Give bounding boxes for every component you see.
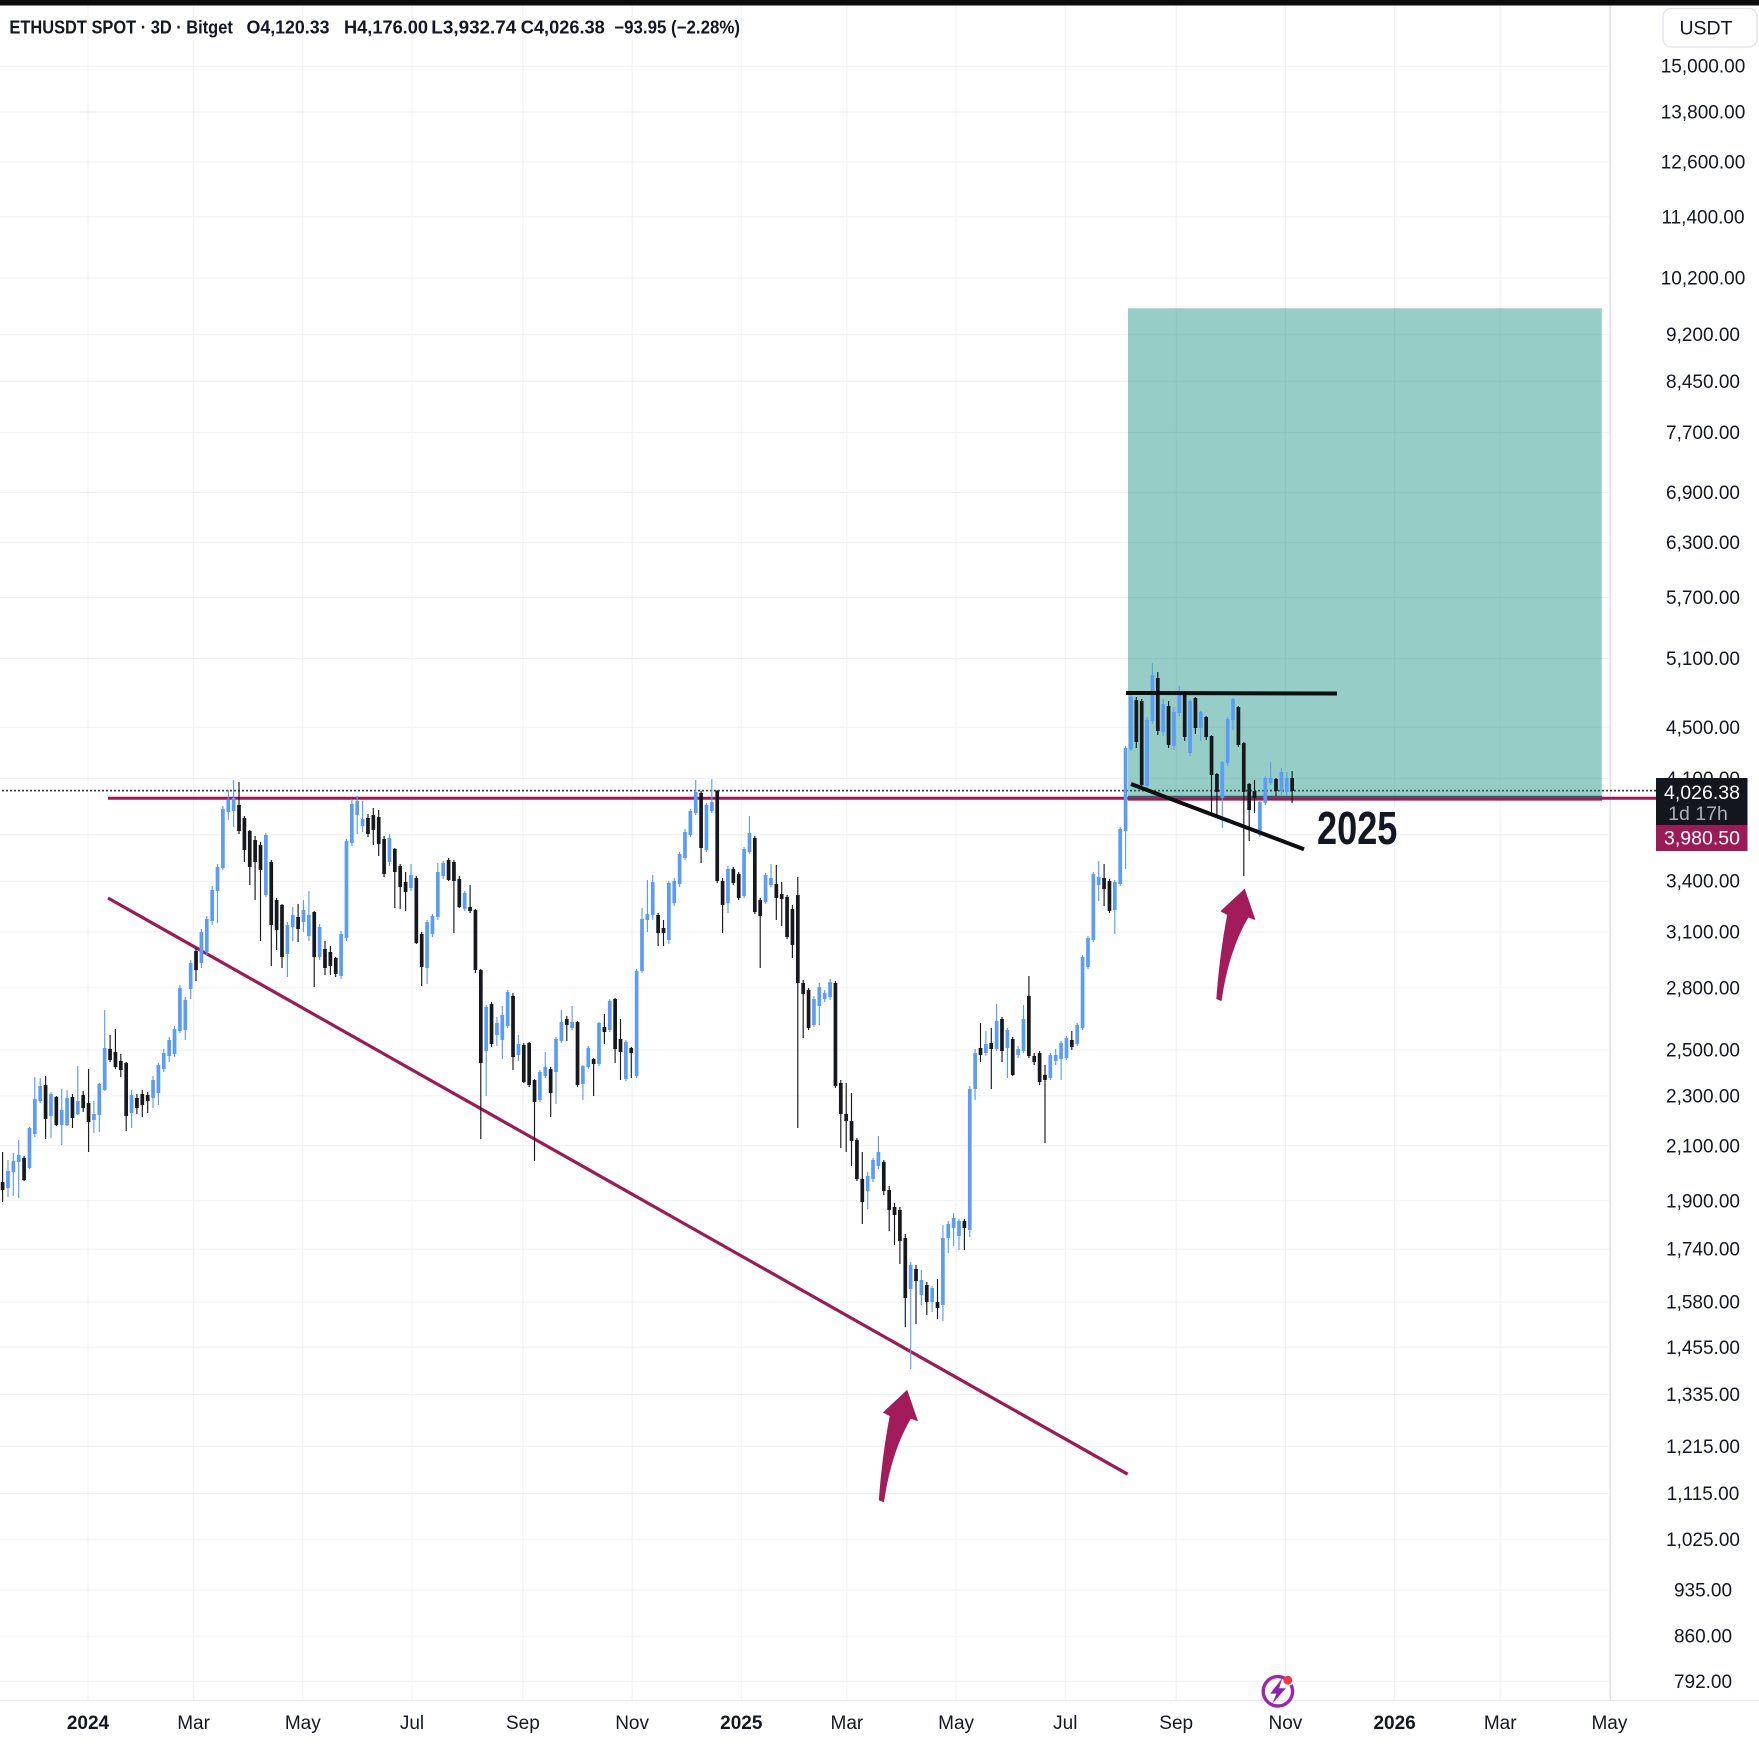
svg-text:Sep: Sep (1159, 1713, 1193, 1734)
svg-text:7,700.00: 7,700.00 (1666, 423, 1740, 444)
svg-text:2,500.00: 2,500.00 (1666, 1041, 1740, 1062)
svg-text:13,800.00: 13,800.00 (1661, 103, 1746, 124)
svg-text:1,335.00: 1,335.00 (1666, 1385, 1740, 1406)
svg-text:10,200.00: 10,200.00 (1661, 269, 1746, 290)
svg-text:Mar: Mar (177, 1713, 210, 1734)
svg-text:792.00: 792.00 (1674, 1672, 1732, 1693)
svg-text:15,000.00: 15,000.00 (1661, 57, 1746, 78)
svg-text:Sep: Sep (506, 1713, 540, 1734)
svg-text:8,450.00: 8,450.00 (1666, 372, 1740, 393)
svg-text:935.00: 935.00 (1674, 1581, 1732, 1602)
svg-text:May: May (1591, 1713, 1627, 1734)
svg-text:Nov: Nov (615, 1713, 649, 1734)
svg-text:3,980.50: 3,980.50 (1664, 828, 1740, 850)
svg-text:Nov: Nov (1269, 1713, 1303, 1734)
svg-text:9,200.00: 9,200.00 (1666, 325, 1740, 346)
svg-text:Jul: Jul (400, 1713, 424, 1734)
svg-text:4,026.38: 4,026.38 (1664, 782, 1740, 804)
svg-text:1,115.00: 1,115.00 (1667, 1484, 1740, 1505)
svg-text:USDT: USDT (1679, 18, 1732, 40)
svg-text:−93.95 (−2.28%): −93.95 (−2.28%) (614, 18, 740, 38)
svg-text:1,025.00: 1,025.00 (1666, 1530, 1740, 1551)
svg-text:1d 17h: 1d 17h (1668, 803, 1728, 825)
svg-text:2,100.00: 2,100.00 (1666, 1136, 1740, 1157)
svg-text:2026: 2026 (1373, 1713, 1415, 1734)
svg-text:1,740.00: 1,740.00 (1666, 1240, 1740, 1261)
svg-text:3,100.00: 3,100.00 (1666, 923, 1740, 944)
svg-text:11,400.00: 11,400.00 (1661, 207, 1744, 228)
svg-text:Jul: Jul (1053, 1713, 1077, 1734)
svg-text:5,700.00: 5,700.00 (1666, 588, 1740, 609)
svg-text:May: May (938, 1713, 974, 1734)
svg-text:O4,120.33: O4,120.33 (247, 18, 330, 38)
svg-text:3,400.00: 3,400.00 (1666, 872, 1740, 893)
svg-text:2,300.00: 2,300.00 (1666, 1086, 1740, 1107)
svg-text:1,215.00: 1,215.00 (1666, 1437, 1740, 1458)
svg-text:2025: 2025 (1317, 802, 1397, 854)
svg-text:860.00: 860.00 (1674, 1627, 1732, 1648)
svg-text:Mar: Mar (1484, 1713, 1517, 1734)
svg-text:1,580.00: 1,580.00 (1666, 1293, 1740, 1314)
svg-text:6,300.00: 6,300.00 (1666, 533, 1740, 554)
svg-text:L3,932.74: L3,932.74 (431, 18, 516, 38)
svg-text:ETHUSDT SPOT · 3D · Bitget: ETHUSDT SPOT · 3D · Bitget (9, 18, 232, 38)
svg-text:C4,026.38: C4,026.38 (521, 18, 605, 38)
svg-text:2025: 2025 (720, 1713, 763, 1734)
svg-text:2024: 2024 (67, 1713, 110, 1734)
svg-text:H4,176.00: H4,176.00 (344, 18, 428, 38)
svg-text:2,800.00: 2,800.00 (1666, 978, 1740, 999)
svg-text:May: May (285, 1713, 321, 1734)
svg-text:Mar: Mar (831, 1713, 864, 1734)
svg-text:6,900.00: 6,900.00 (1666, 483, 1740, 504)
svg-text:1,900.00: 1,900.00 (1666, 1191, 1740, 1212)
svg-text:1,455.00: 1,455.00 (1666, 1338, 1740, 1359)
svg-text:12,600.00: 12,600.00 (1661, 153, 1746, 174)
svg-text:5,100.00: 5,100.00 (1666, 649, 1740, 670)
svg-text:4,500.00: 4,500.00 (1666, 718, 1740, 739)
